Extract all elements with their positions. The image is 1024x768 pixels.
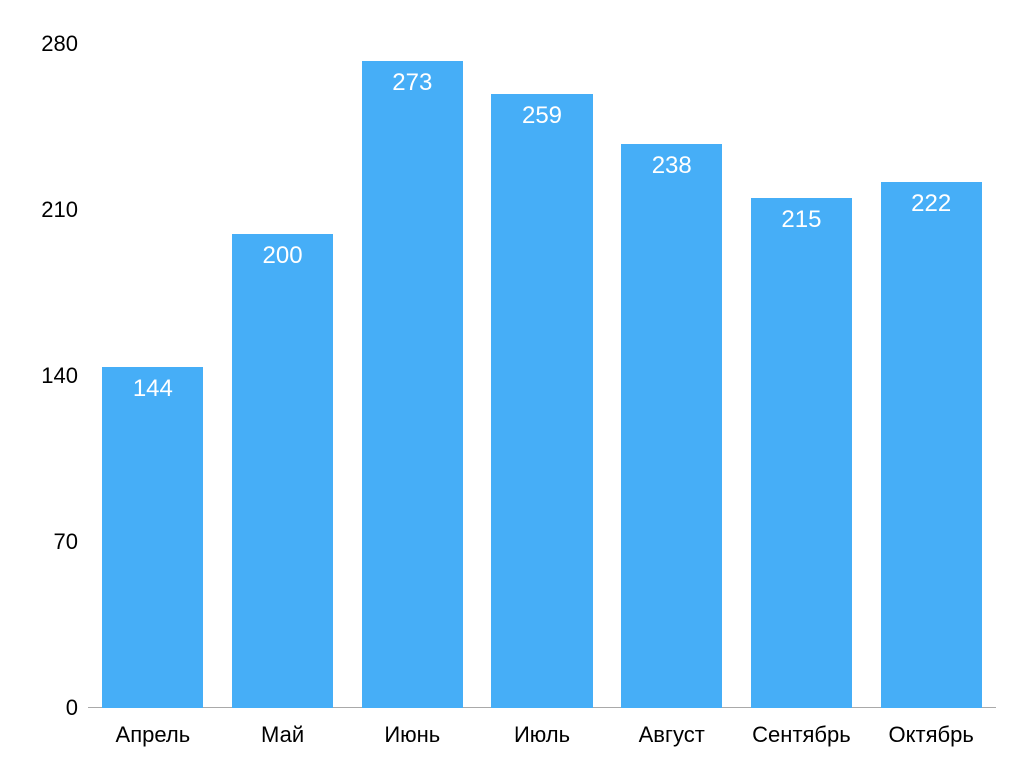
bar: 222 [881, 182, 982, 708]
bar: 200 [232, 234, 333, 708]
bar-value-label: 144 [133, 375, 173, 403]
bar-slot: 259Июль [477, 44, 607, 708]
y-tick-label: 70 [54, 529, 88, 555]
bars-container: 144Апрель200Май273Июнь259Июль238Август21… [88, 44, 996, 708]
y-tick-label: 0 [66, 695, 88, 721]
bar-value-label: 259 [522, 102, 562, 130]
bar-value-label: 215 [781, 206, 821, 234]
y-tick-label: 140 [41, 363, 88, 389]
bar-slot: 222Октябрь [866, 44, 996, 708]
bar: 238 [621, 144, 722, 708]
x-category-label: Апрель [116, 722, 191, 748]
bar: 144 [102, 367, 203, 708]
bar-value-label: 273 [392, 69, 432, 97]
bar-slot: 200Май [218, 44, 348, 708]
bar: 273 [362, 61, 463, 708]
bar-chart: 144Апрель200Май273Июнь259Июль238Август21… [0, 0, 1024, 768]
bar-slot: 238Август [607, 44, 737, 708]
bar-value-label: 222 [911, 190, 951, 218]
x-category-label: Июнь [384, 722, 440, 748]
bar: 215 [751, 198, 852, 708]
bar-value-label: 238 [652, 152, 692, 180]
x-category-label: Май [261, 722, 304, 748]
plot-area: 144Апрель200Май273Июнь259Июль238Август21… [88, 44, 996, 708]
x-category-label: Июль [514, 722, 570, 748]
x-category-label: Сентябрь [752, 722, 851, 748]
x-category-label: Август [639, 722, 705, 748]
y-tick-label: 280 [41, 31, 88, 57]
bar-slot: 144Апрель [88, 44, 218, 708]
bar-slot: 273Июнь [347, 44, 477, 708]
bar-value-label: 200 [263, 242, 303, 270]
bar-slot: 215Сентябрь [737, 44, 867, 708]
x-category-label: Октябрь [889, 722, 974, 748]
y-tick-label: 210 [41, 197, 88, 223]
bar: 259 [491, 94, 592, 708]
